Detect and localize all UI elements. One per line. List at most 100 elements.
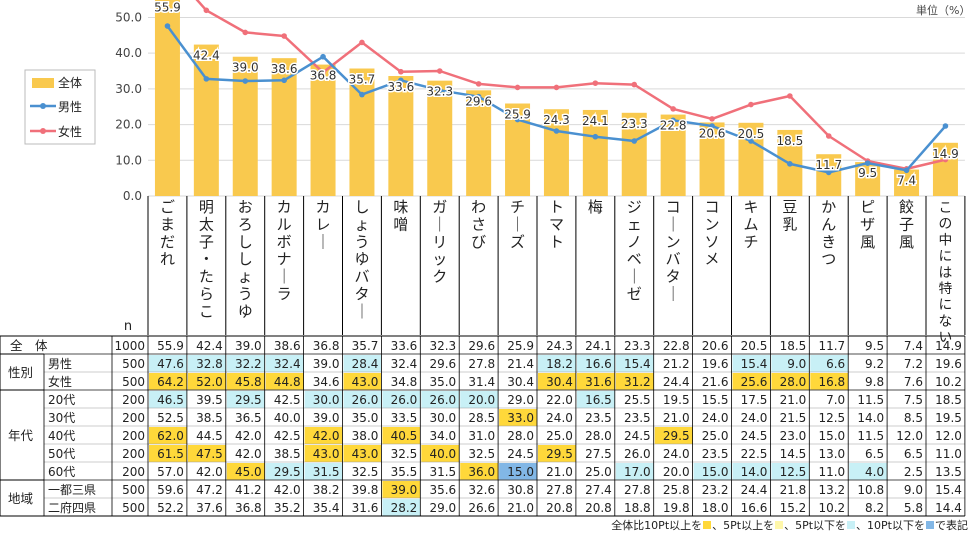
category-label: わさび [471,198,486,251]
table-cell: 14.0 [857,411,884,425]
color-footnote: 全体比10Pt以上を 、5Pt以上を 、5Pt以下を 、10Pt以下を で表記 [0,517,968,533]
row-n: 200 [122,411,145,425]
table-cell: 23.3 [624,339,651,353]
table-cell: 10.2 [818,501,845,515]
table-cell: 30.0 [313,393,340,407]
cell-highlight [265,373,304,390]
cell-highlight [304,463,343,480]
female-point [825,133,832,139]
table-cell: 21.2 [663,357,690,371]
table-cell: 13.0 [818,447,845,461]
plus10-swatch [703,521,712,529]
bar-data-label: 7.4 [897,174,916,188]
table-cell: 17.5 [741,393,768,407]
category-label: コ｜ンバタ｜ [666,198,681,303]
n-header: n [124,319,132,334]
table-cell: 40.5 [391,429,418,443]
table-cell: 42.0 [313,429,340,443]
row-label: 男性 [48,357,72,371]
bar [582,109,608,196]
table-cell: 44.8 [274,375,301,389]
category-label-text: 味噌 [393,198,408,233]
category-labels: ごまだれ 明太子・たらこ おろししょうゆ カルボナ｜ラ カレ｜ しょうゆバタ｜ 味噌 ガ｜リッ… [124,196,966,346]
table-cell: 15.2 [780,501,807,515]
table-cell: 62.0 [157,429,184,443]
category-label-text: カルボナ｜ラ [277,198,292,303]
cell-highlight [304,391,343,408]
table-cell: 45.8 [235,375,262,389]
table-cell: 24.4 [741,483,768,497]
row-n: 200 [122,447,145,461]
table-cell: 21.6 [702,375,729,389]
bar-data-label: 55.9 [154,0,181,14]
bar [466,90,492,196]
table-cell: 13.5 [935,465,962,479]
bar-data-label: 22.8 [660,119,687,133]
legend-bar-swatch [32,78,54,88]
female-point [748,101,754,108]
male-point [709,123,715,129]
cell-highlight [226,355,265,372]
bar-data-label: 24.3 [543,113,570,127]
table-cell: 42.0 [235,447,262,461]
footnote-mid2: 、5Pt以下を [784,519,847,532]
table-cell: 23.0 [780,429,807,443]
row-label: 二府四県 [48,500,96,515]
table-cell: 8.5 [904,411,923,425]
male-point [825,169,832,176]
row-n: 200 [122,465,145,479]
table-cell: 32.8 [196,357,223,371]
table-cell: 35.6 [429,483,456,497]
bar [543,109,569,196]
table-cell: 29.5 [235,393,262,407]
male-point [864,160,871,166]
cell-highlight [654,427,693,444]
cell-highlight [771,463,810,480]
table-cell: 25.6 [741,375,768,389]
cell-highlight [538,373,576,390]
y-tick-label: 40.0 [115,46,142,60]
table-cell: 30.4 [507,375,534,389]
table-cell: 36.0 [468,465,495,479]
bar [894,169,920,196]
table-cell: 22.5 [741,447,768,461]
legend-female-marker [40,128,46,134]
male-point [787,161,793,167]
cell-highlight [187,355,226,372]
table-cell: 17.0 [624,465,651,479]
bar [349,68,375,196]
row-label: 一都三県 [48,483,96,497]
table-cell: 25.8 [663,483,690,497]
table-cell: 19.5 [935,411,962,425]
table-cell: 26.0 [429,393,456,407]
table-cell: 31.4 [468,375,495,389]
table-cell: 20.8 [546,501,573,515]
cell-highlight [771,355,810,372]
bar-data-label: 23.3 [621,117,648,131]
row-n: 1000 [114,339,145,353]
category-label: チ｜ズ [510,198,525,251]
row-group-label: 年代 [8,428,34,443]
table-cell: 2.5 [904,465,923,479]
table-cell: 30.0 [429,411,456,425]
cell-highlight [343,355,382,372]
table-cell: 6.6 [826,357,845,371]
category-label: おろししょうゆ [238,198,253,320]
cell-highlight [732,373,771,390]
bar [154,0,180,196]
row-label: 30代 [48,411,75,425]
table-cell: 20.8 [585,501,612,515]
female-point [787,93,793,99]
table-cell: 9.5 [865,339,884,353]
table-cell: 64.2 [157,375,184,389]
bar-data-label: 38.6 [271,62,298,76]
bar-data-label: 42.4 [193,49,220,63]
table-cell: 32.4 [391,357,418,371]
table-cell: 18.5 [780,339,807,353]
bar-data-label: 18.5 [776,134,803,148]
legend-label-female: 女性 [58,124,82,139]
bar-data-label: 35.7 [349,73,376,87]
female-point [320,69,326,76]
table-cell: 61.5 [157,447,184,461]
category-label-text: わさび [471,198,486,251]
